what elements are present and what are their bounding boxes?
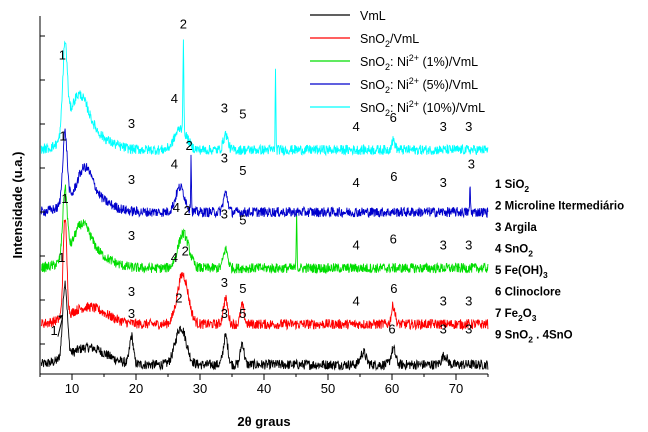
peak-label: 1: [58, 250, 65, 265]
peak-label: 2: [180, 16, 187, 31]
peak-label: 3: [465, 294, 472, 309]
peak-label: 3: [440, 237, 447, 252]
peak-label: 1: [59, 129, 66, 144]
peak-label-extra: 1: [50, 323, 57, 338]
x-tick-label: 40: [257, 381, 271, 396]
series-legend: VmL SnO2/VmL SnO2: Ni2+ (1%)/VmL SnO2: Ni2+…: [310, 9, 485, 118]
peak-label: 6: [390, 281, 397, 296]
peak-label: 4: [171, 250, 178, 265]
peak-label: 6: [390, 169, 397, 184]
phase-legend-entry: 6 Clinoclore: [495, 287, 561, 299]
peak-label: 1: [61, 191, 68, 206]
x-tick-label: 70: [449, 381, 463, 396]
peak-label: 3: [440, 119, 447, 134]
peak-label: 4: [353, 237, 360, 252]
peak-label: 5: [239, 163, 246, 178]
series-line-4: [40, 39, 489, 157]
peak-label: 4: [353, 119, 360, 134]
peak-label: 4: [171, 91, 178, 106]
peak-label: 5: [239, 107, 246, 122]
x-axis-title: 2θ graus: [237, 414, 290, 429]
phase-legend-entry: 5 Fe(OH)3: [495, 265, 548, 280]
legend-entry: SnO2: Ni2+ (1%)/VmL: [360, 53, 478, 72]
peak-label: 3: [221, 206, 228, 221]
peak-label: 3: [440, 322, 447, 337]
peak-label: 3: [128, 306, 135, 321]
peak-label: 3: [128, 116, 135, 131]
x-tick-label: 50: [321, 381, 335, 396]
peak-arrow: [57, 317, 63, 337]
x-tick-label: 10: [65, 381, 79, 396]
peak-label: 6: [390, 110, 397, 125]
series-line-2: [40, 184, 489, 275]
phase-legend-entry: 1 SiO2: [495, 179, 529, 194]
peak-label: 3: [221, 306, 228, 321]
peak-label: 3: [128, 284, 135, 299]
series-line-0: [40, 280, 489, 372]
peak-label: 2: [182, 244, 189, 259]
x-tick-label: 60: [385, 381, 399, 396]
peak-label: 3: [221, 150, 228, 165]
phase-legend: 1 SiO2 2 Microline Itermediário 3 Argila 4 …: [495, 179, 624, 345]
peak-arrowhead: [58, 314, 64, 319]
series-layer: [40, 39, 489, 372]
peak-label: 1: [59, 48, 66, 63]
peak-label: 6: [390, 231, 397, 246]
peak-label: 3: [465, 119, 472, 134]
peak-label: 4: [171, 157, 178, 172]
peak-label: 5: [239, 306, 246, 321]
peak-label: 3: [468, 157, 475, 172]
y-axis-title: Intensidade (u.a.): [10, 152, 25, 259]
axes-layer: 10 20 30 40 50 60 70: [39, 16, 489, 396]
phase-legend-entry: 9 SnO2 . 4SnO: [495, 330, 573, 345]
legend-entry: SnO2: Ni2+ (10%)/VmL: [360, 99, 485, 118]
peak-label: 3: [221, 275, 228, 290]
legend-entry: SnO2/VmL: [360, 32, 419, 49]
peak-label: 3: [128, 228, 135, 243]
peak-label: 3: [440, 294, 447, 309]
peak-label: 2: [186, 138, 193, 153]
peak-label: 5: [239, 213, 246, 228]
peak-label: 2: [175, 290, 182, 305]
series-line-1: [40, 219, 489, 331]
peak-label: 4: [353, 175, 360, 190]
peak-label: 3: [128, 172, 135, 187]
legend-entry: VmL: [360, 9, 386, 23]
peak-label: 3: [440, 175, 447, 190]
phase-legend-entry: 2 Microline Itermediário: [495, 201, 624, 213]
legend-entry: SnO2: Ni2+ (5%)/VmL: [360, 76, 478, 95]
peak-label: 5: [239, 281, 246, 296]
x-tick-label: 30: [193, 381, 207, 396]
peak-label: 3: [465, 322, 472, 337]
phase-legend-entry: 3 Argila: [495, 222, 537, 234]
peak-label: 4: [173, 200, 180, 215]
series-line-3: [40, 128, 489, 219]
x-tick-label: 20: [129, 381, 143, 396]
peak-label: 3: [221, 101, 228, 116]
peak-label: 4: [353, 294, 360, 309]
phase-legend-entry: 7 Fe2O3: [495, 308, 537, 323]
peak-label: 3: [465, 237, 472, 252]
peak-label: 2: [184, 203, 191, 218]
peak-label: 6: [388, 322, 395, 337]
phase-legend-entry: 4 SnO2: [495, 244, 533, 259]
